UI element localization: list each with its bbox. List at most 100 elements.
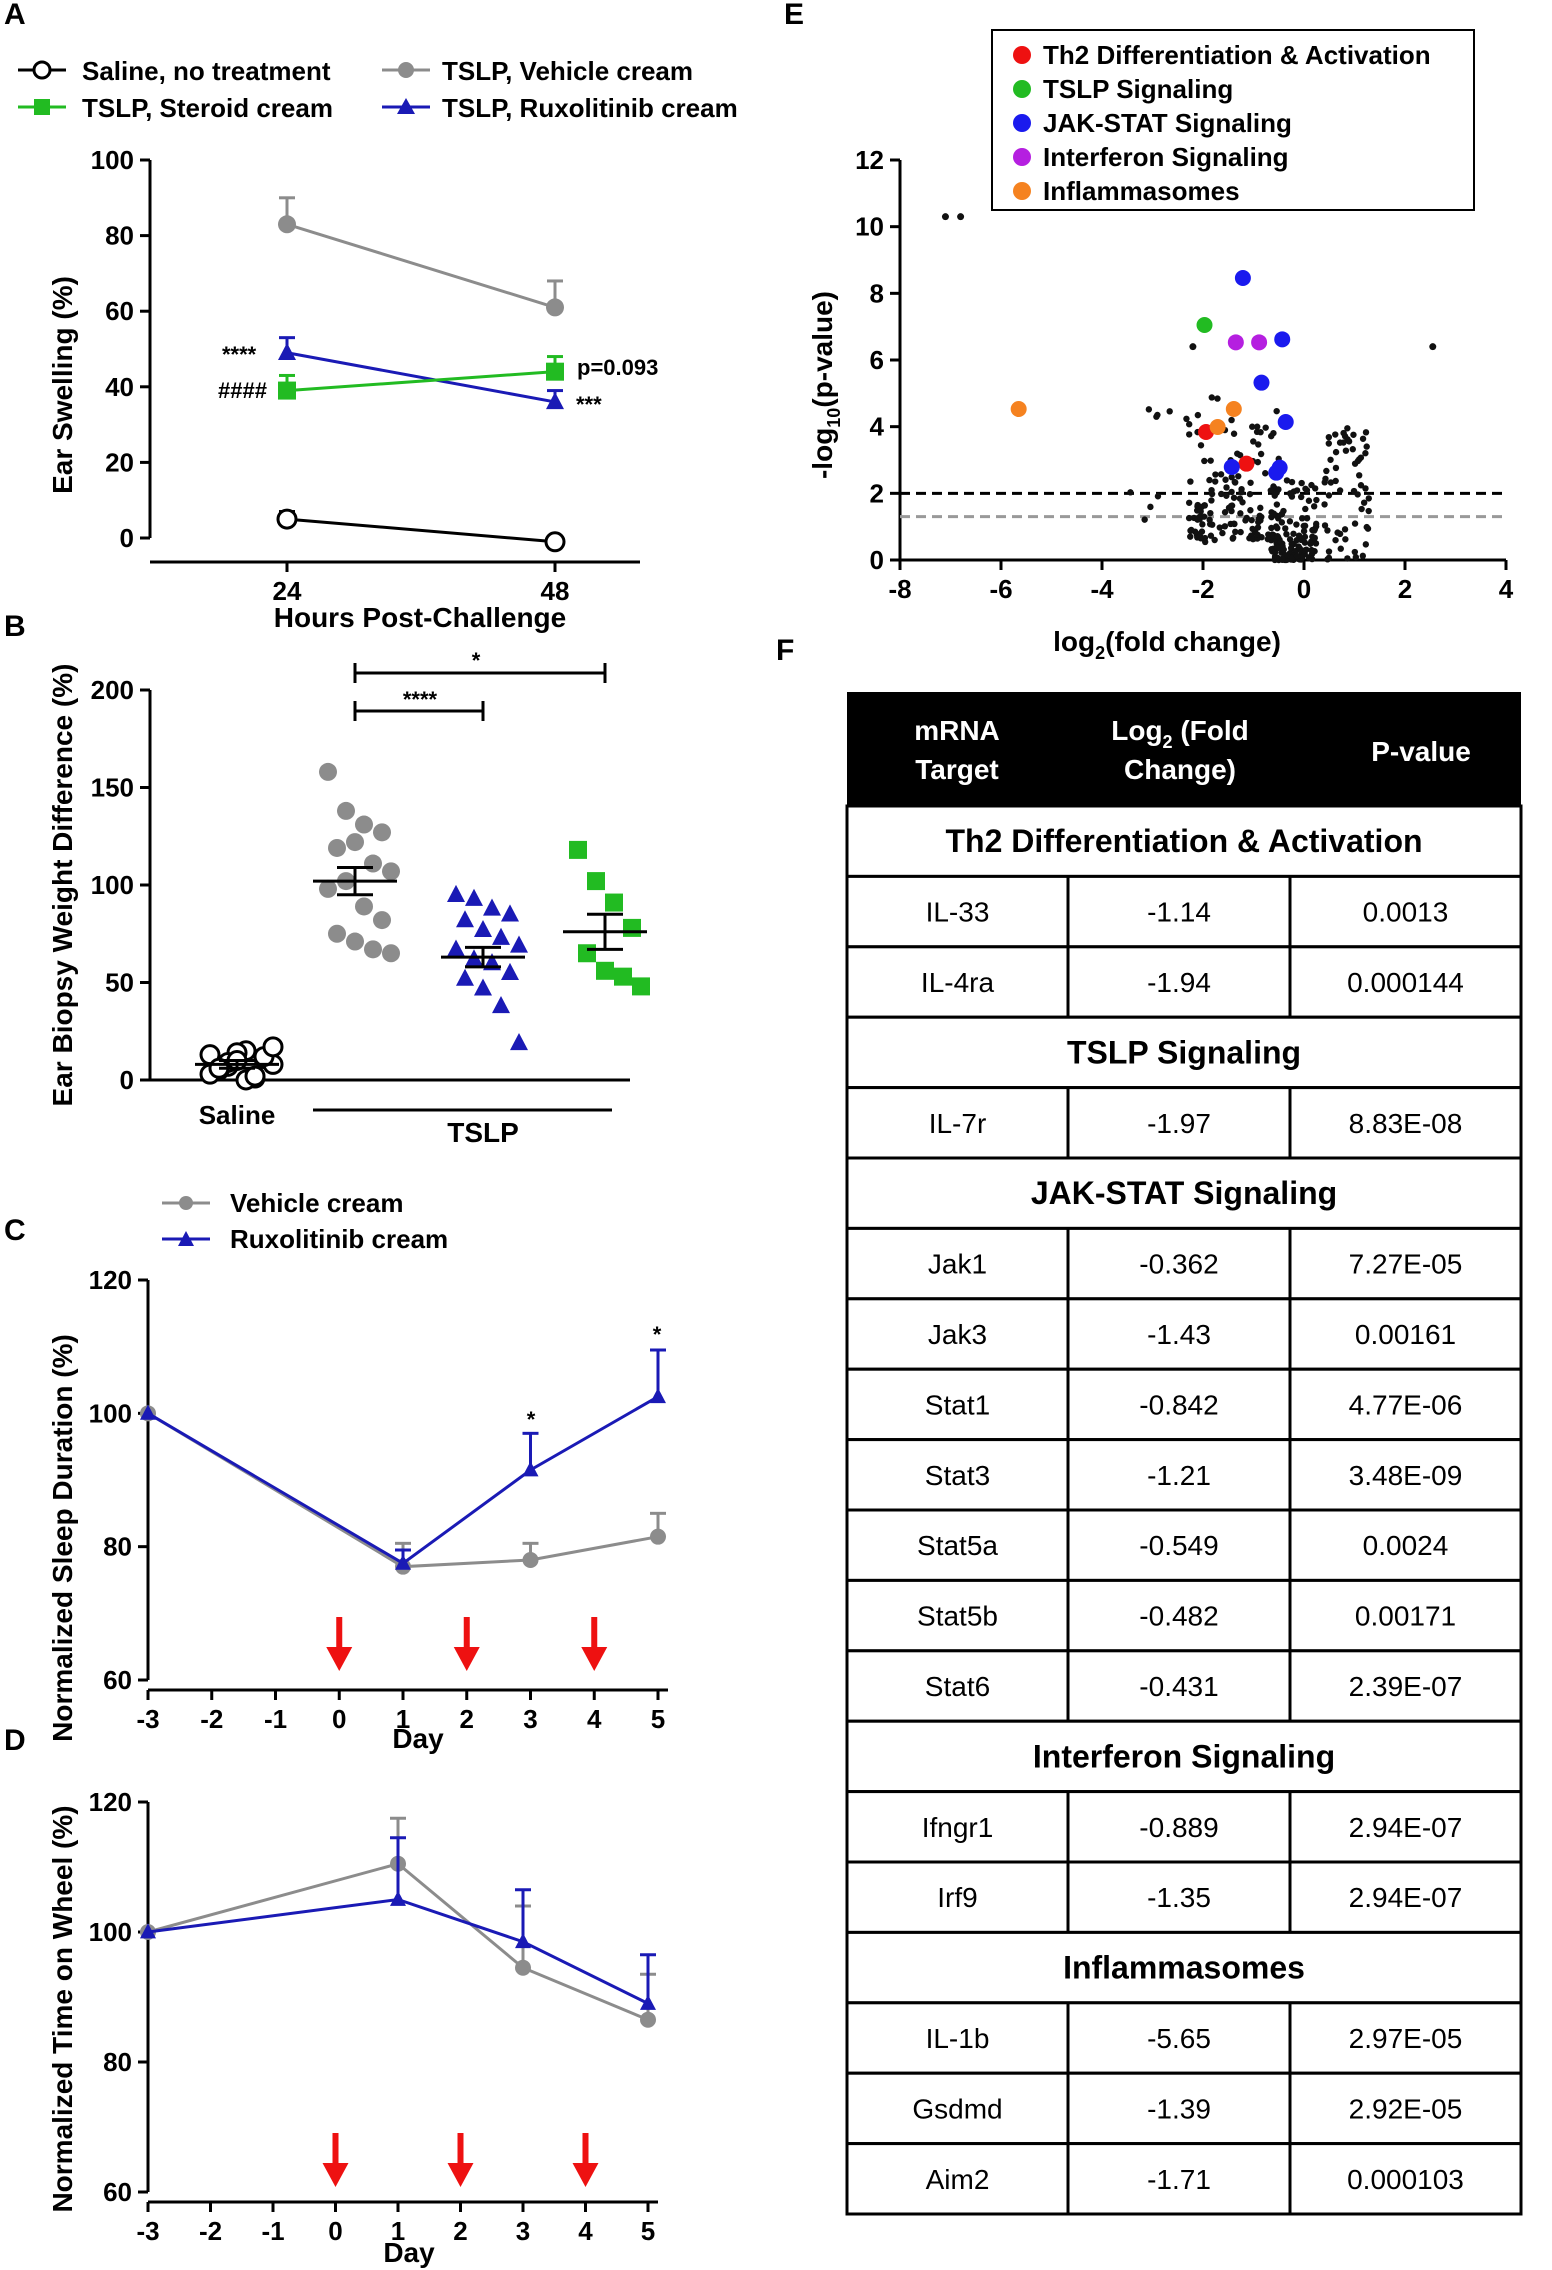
gene-point [1249, 423, 1256, 430]
legend-saline: Saline, no treatment [82, 56, 331, 86]
c-x-tick-label: -3 [136, 1704, 159, 1734]
sig-label-steroid: * [472, 648, 481, 673]
gene-point [1298, 536, 1305, 544]
c-x-tick-label: -2 [200, 1704, 223, 1734]
highlight-point-il-1b [1010, 401, 1027, 417]
gene-point [1354, 491, 1361, 498]
point-d [640, 2011, 656, 2028]
table-header [847, 692, 1521, 806]
annotation-day3: * [527, 1407, 536, 1432]
gene-point [1230, 430, 1238, 437]
th-log2-fold: (Fold [1173, 715, 1249, 746]
panel-e-legend-box [991, 29, 1475, 211]
d-y-tick-label: 80 [103, 2047, 132, 2077]
table-group-row [845, 804, 1523, 878]
scatter-point-b [319, 879, 337, 898]
gene-point [1300, 527, 1308, 535]
panel-f-table: mRNA Target Log2 (Fold Change) P-value T… [845, 692, 1523, 2216]
gene-point [1186, 421, 1193, 428]
panel-c-legend: Vehicle cream Ruxolitinib cream [162, 1188, 448, 1254]
table-cell: -1.71 [1147, 2164, 1211, 2195]
gene-point [1185, 514, 1193, 522]
gene-point [1332, 536, 1339, 544]
legend-vehicle-c: Vehicle cream [230, 1188, 403, 1218]
c-x-tick-label: 3 [523, 1704, 537, 1734]
scatter-point-b [614, 967, 632, 986]
table-group-title: JAK-STAT Signaling [1031, 1175, 1337, 1211]
gene-point [1359, 435, 1367, 442]
e-y-tick-label: 2 [870, 478, 884, 508]
panel-b-chart: 0 50 100 150 200 * **** Saline TSLP Ear Biop… [47, 648, 650, 1148]
d-x-tick-label: 1 [391, 2216, 405, 2246]
gene-point [1336, 487, 1344, 494]
gene-point [1290, 530, 1297, 537]
d-y-tick-label: 60 [103, 2177, 132, 2207]
scatter-point-b [483, 898, 501, 916]
legend-marker-saline [32, 60, 52, 80]
gene-point [1362, 485, 1369, 492]
gene-point [1183, 415, 1190, 423]
panel-a-legend: Saline, no treatment TSLP, Steroid cream… [18, 56, 738, 123]
scatter-point-b [587, 872, 605, 891]
scatter-point-b [623, 918, 641, 937]
table-cell: 0.0024 [1363, 1530, 1449, 1561]
gene-point [1194, 411, 1202, 419]
panel-a-chart: Saline, no treatment TSLP, Steroid cream… [18, 56, 738, 633]
gene-point [1293, 487, 1301, 494]
point-a [544, 531, 566, 553]
legend-jakstat: JAK-STAT Signaling [1043, 108, 1292, 138]
gene-point [1270, 429, 1277, 437]
y-axis-title-e: -log10(p-value) [807, 291, 844, 479]
gene-point [1297, 493, 1305, 501]
gene-point [1127, 489, 1134, 496]
gene-point [1286, 536, 1294, 543]
gene-point [1280, 546, 1287, 553]
gene-point [1187, 478, 1194, 485]
gene-point [1273, 407, 1280, 415]
gene-point [1321, 479, 1328, 486]
gene-point [1197, 442, 1205, 449]
scatter-point-b [364, 940, 382, 959]
gene-point [1249, 525, 1256, 533]
table-cell: -0.431 [1139, 1671, 1218, 1702]
group-label-tslp: TSLP [447, 1117, 519, 1148]
gene-point [1207, 532, 1215, 539]
point-a [278, 215, 296, 234]
e-y-tick-label: 12 [855, 145, 884, 175]
table-row [845, 2001, 1523, 2075]
e-y-tick-label: 0 [870, 545, 884, 575]
gene-point [1185, 431, 1193, 438]
scatter-point-b [337, 801, 355, 820]
gene-point [1236, 495, 1244, 502]
table-cell: 0.000144 [1347, 967, 1464, 998]
y-axis-title-c: Normalized Sleep Duration (%) [47, 1334, 78, 1742]
a-x-tick-label: 48 [541, 576, 570, 606]
e-x-tick-label: 0 [1297, 574, 1311, 604]
sig-label-rux: **** [403, 687, 438, 712]
gene-point [1341, 526, 1349, 533]
point-c [650, 1387, 666, 1404]
gene-point [1278, 511, 1285, 518]
a-y-tick-label: 0 [120, 523, 134, 553]
gene-point [1327, 479, 1335, 486]
table-cell: Gsdmd [912, 2093, 1002, 2124]
highlight-point-gsdmd [1225, 401, 1242, 417]
scatter-point-b [492, 996, 510, 1014]
gene-point [1166, 408, 1173, 415]
point-d [390, 1890, 406, 1906]
b-y-tick-label: 100 [91, 870, 134, 900]
legend-marker-inflammasomes [1013, 182, 1031, 200]
a-y-tick-label: 40 [105, 372, 134, 402]
gene-point [1305, 497, 1313, 504]
legend-marker-th2 [1013, 46, 1031, 64]
y-axis-title-a: Ear Swelling (%) [47, 276, 78, 494]
table-cell: Stat5a [917, 1530, 998, 1561]
c-y-tick-label: 100 [89, 1398, 132, 1428]
gene-point-outlier [957, 213, 965, 221]
gene-point [1337, 545, 1344, 552]
gene-point [1221, 523, 1229, 530]
gene-point [1201, 502, 1208, 509]
gene-point [1362, 450, 1369, 457]
gene-point [1185, 499, 1193, 506]
gene-point [1154, 493, 1162, 500]
